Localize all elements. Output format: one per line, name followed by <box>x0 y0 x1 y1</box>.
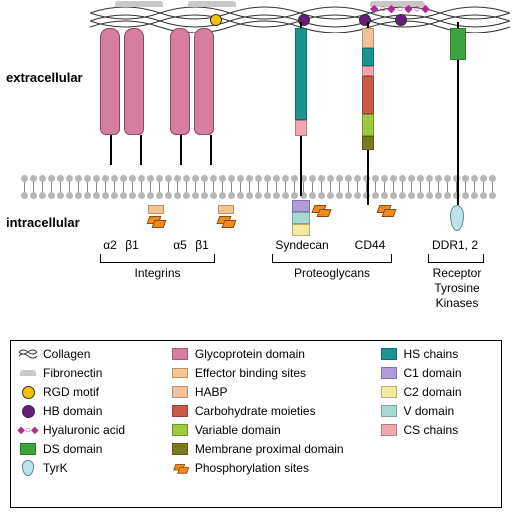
label-intracellular: intracellular <box>6 215 80 230</box>
legend-item-phosphorylation: Phosphorylation sites <box>171 461 370 475</box>
hyaluronic-acid: ◆○◆○◆○◆ <box>370 2 431 15</box>
legend-col-2: Glycoprotein domain Effector binding site… <box>171 347 370 501</box>
legend-col-1: Collagen Fibronectin RGD motif HB domain ◆○◆… <box>19 347 161 501</box>
grp-proteoglycans: Proteoglycans <box>272 266 392 280</box>
syndecan-phos <box>313 205 327 215</box>
lbl-a5: α5 <box>170 238 190 252</box>
legend-item-hb: HB domain <box>19 404 161 418</box>
grp-rtk2: Tyrosine <box>420 281 494 295</box>
schematic: extracellular intracellular ◆○◆○◆○◆ <box>0 0 512 320</box>
legend-item-effector: Effector binding sites <box>171 366 370 380</box>
legend-item-carbohydrate: Carbohydrate moieties <box>171 404 370 418</box>
hb-dot <box>395 14 407 26</box>
ddr <box>450 22 466 205</box>
lbl-cd44: CD44 <box>348 238 392 252</box>
brace-integrins <box>100 254 215 263</box>
brace-proteoglycans <box>272 254 392 263</box>
cd44 <box>362 22 374 205</box>
lbl-ddr: DDR1, 2 <box>425 238 485 252</box>
legend-item-hyaluronic: ◆○◆Hyaluronic acid <box>19 423 161 437</box>
lbl-b1b: β1 <box>192 238 212 252</box>
membrane <box>20 175 500 199</box>
b1-cyto-1 <box>148 205 164 226</box>
cd44-phos <box>378 205 392 215</box>
legend-item-tyrk: TyrK <box>19 461 161 475</box>
grp-rtk3: Kinases <box>420 296 494 310</box>
legend-item-collagen: Collagen <box>19 347 161 361</box>
legend-item-fibronectin: Fibronectin <box>19 366 161 380</box>
legend-item-c1: C1 domain <box>380 366 494 380</box>
integrin-a5b1 <box>170 28 214 165</box>
b1-cyto-2 <box>218 205 234 226</box>
legend-item-c2: C2 domain <box>380 385 494 399</box>
legend-item-glycoprotein: Glycoprotein domain <box>171 347 370 361</box>
brace-rtk <box>428 254 484 263</box>
lbl-b1: β1 <box>122 238 142 252</box>
syndecan <box>295 22 307 196</box>
integrin-a2b1 <box>100 28 144 165</box>
legend-item-rgd: RGD motif <box>19 385 161 399</box>
rgd-dot <box>210 14 222 26</box>
legend-item-mem_proximal: Membrane proximal domain <box>171 442 370 456</box>
lbl-syndecan: Syndecan <box>272 238 332 252</box>
legend-item-habp: HABP <box>171 385 370 399</box>
grp-rtk1: Receptor <box>420 266 494 280</box>
lbl-a2: α2 <box>100 238 120 252</box>
legend-item-variable: Variable domain <box>171 423 370 437</box>
legend-item-v: V domain <box>380 404 494 418</box>
legend-item-cs: CS chains <box>380 423 494 437</box>
legend-box: Collagen Fibronectin RGD motif HB domain ◆○◆… <box>10 340 502 508</box>
legend-item-hs: HS chains <box>380 347 494 361</box>
legend-item-ds: DS domain <box>19 442 161 456</box>
diagram-root: extracellular intracellular ◆○◆○◆○◆ <box>0 0 512 517</box>
syndecan-cyto <box>292 200 310 236</box>
grp-integrins: Integrins <box>100 266 215 280</box>
fibronectin-bar <box>188 1 236 7</box>
legend-col-3: HS chains C1 domain C2 domain V domain CS ch… <box>380 347 494 501</box>
fibronectin-bar <box>115 1 163 7</box>
label-extracellular: extracellular <box>6 70 83 85</box>
ddr-tyrk <box>450 205 464 231</box>
